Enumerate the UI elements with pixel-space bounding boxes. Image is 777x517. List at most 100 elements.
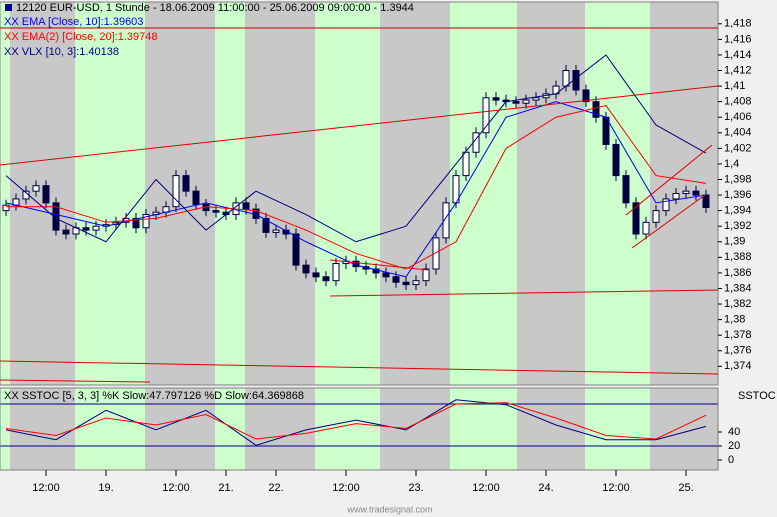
trend-line: [0, 379, 151, 383]
candle-body: [192, 190, 200, 205]
indicator-line: [5, 402, 707, 440]
candle-body: [242, 202, 250, 210]
candle-body: [262, 217, 270, 233]
candle-body: [412, 280, 420, 286]
candle-body: [522, 99, 530, 104]
session-stripe: [315, 2, 380, 385]
candle-body: [442, 202, 450, 239]
trend-line: [329, 259, 429, 271]
y-tick-label: 1,4: [724, 158, 739, 170]
candle-body: [582, 89, 590, 103]
session-stripe: [585, 2, 650, 385]
candle-body: [632, 202, 640, 235]
session-stripe: [145, 388, 215, 470]
candle-body: [332, 263, 340, 282]
candle-body: [672, 193, 680, 200]
chart-title: 12120 EUR-USD, 1 Stunde - 18.06.2009 11:…: [16, 2, 414, 14]
legend-entry: XX VLX [10, 3]:1.40138: [4, 46, 119, 58]
candle-body: [642, 221, 650, 235]
session-stripe: [0, 2, 10, 385]
candle-body: [702, 194, 710, 209]
session-stripe: [0, 388, 10, 470]
indicator-line: [5, 101, 707, 278]
x-tick-label: 25.: [678, 482, 693, 494]
candle-body: [292, 233, 300, 266]
session-stripe: [245, 2, 315, 385]
y-tick-label: 1,386: [724, 267, 752, 279]
candle-body: [132, 217, 140, 229]
trend-line: [631, 194, 706, 249]
candle-body: [92, 225, 100, 231]
legend-entry: XX EMA(2) [Close, 20]:1.39748: [4, 31, 157, 43]
y-tick-label: 1,406: [724, 111, 752, 123]
candle-body: [322, 276, 330, 282]
x-tick-label: 19.: [98, 482, 113, 494]
y-tick-label: 1,414: [724, 49, 752, 61]
stoch-title: XX SSTOC [5, 3, 3] %K Slow:47.797126 %D …: [4, 390, 304, 402]
session-stripe: [215, 2, 245, 385]
y-tick-label: 1,38: [724, 314, 745, 326]
y-tick-label: 40: [728, 426, 740, 438]
session-stripe: [517, 2, 585, 385]
y-tick-label: 0: [728, 454, 734, 466]
candle-body: [422, 268, 430, 282]
trend-line: [625, 144, 713, 216]
session-stripe: [245, 388, 315, 470]
y-tick-label: 20: [728, 440, 740, 452]
y-tick-label: 1,418: [724, 18, 752, 30]
y-tick-label: 1,396: [724, 189, 752, 201]
candle-body: [492, 97, 500, 101]
session-stripe: [215, 388, 245, 470]
candle-body: [272, 229, 280, 233]
candle-body: [462, 151, 470, 177]
trend-line: [329, 289, 719, 297]
y-tick-label: 1,374: [724, 360, 752, 372]
session-stripe: [517, 388, 585, 470]
x-tick-label: 12:00: [32, 482, 60, 494]
candle-body: [562, 70, 570, 87]
x-tick-label: 12:00: [162, 482, 190, 494]
session-stripe: [315, 388, 380, 470]
y-tick-label: 1,394: [724, 205, 752, 217]
candle-body: [62, 229, 70, 235]
candle-body: [172, 175, 180, 208]
candle-body: [622, 175, 630, 204]
candle-body: [532, 97, 540, 101]
y-tick-label: 1,392: [724, 220, 752, 232]
y-tick-label: 1,404: [724, 127, 752, 139]
y-tick-label: 1,398: [724, 173, 752, 185]
session-stripe: [380, 2, 450, 385]
y-tick-label: 1,402: [724, 142, 752, 154]
candle-body: [682, 190, 690, 194]
candle-body: [512, 101, 520, 104]
y-tick-label: 1,41: [724, 80, 745, 92]
candle-body: [662, 198, 670, 212]
session-stripe: [450, 2, 517, 385]
panel-label: SSTOC: [738, 390, 776, 402]
watermark: www.tradesignal.com: [346, 504, 432, 514]
trend-line: [0, 85, 719, 166]
session-stripe: [585, 388, 650, 470]
x-tick-label: 24.: [538, 482, 553, 494]
trend-line: [0, 360, 719, 375]
candle-body: [692, 190, 700, 196]
session-stripe: [10, 388, 75, 470]
x-tick-label: 23.: [408, 482, 423, 494]
legend-entry: XX EMA [Close, 10]:1.39603: [4, 16, 143, 28]
candle-body: [82, 227, 90, 231]
indicator-line: [5, 54, 707, 243]
session-stripe: [380, 388, 450, 470]
legend-icon: [5, 4, 12, 11]
x-tick-label: 22.: [268, 482, 283, 494]
main-frame: [0, 1, 719, 386]
session-stripe: [650, 388, 718, 470]
candle-body: [312, 272, 320, 278]
candle-body: [612, 143, 620, 177]
session-stripe: [145, 2, 215, 385]
y-tick-label: 1,416: [724, 33, 752, 45]
x-tick-label: 12:00: [472, 482, 500, 494]
indicator-line: [5, 399, 707, 446]
candle-body: [402, 281, 410, 286]
session-stripe: [75, 2, 145, 385]
